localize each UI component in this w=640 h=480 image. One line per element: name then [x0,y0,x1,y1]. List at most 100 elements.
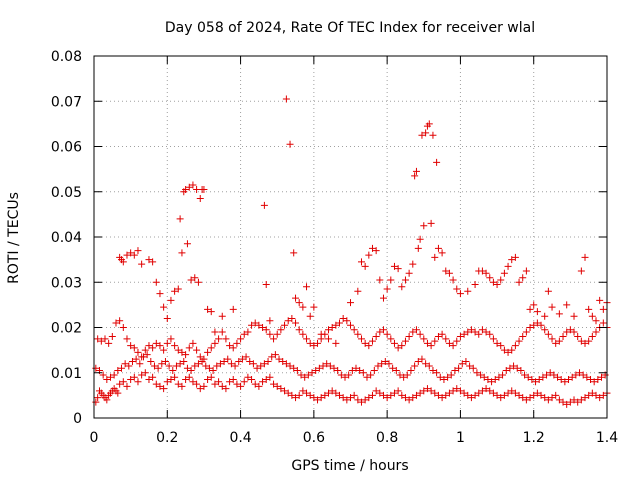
data-point [257,362,265,370]
data-point [242,353,250,361]
data-point [150,362,158,370]
data-point [160,385,168,393]
data-point [169,366,177,374]
data-point [363,373,371,381]
data-point [359,369,367,377]
data-point [390,339,398,347]
y-tick-label: 0.01 [51,366,82,382]
data-point [429,131,437,139]
data-point [266,317,274,325]
data-point [134,348,142,356]
data-point [299,330,307,338]
data-point [108,333,116,341]
data-point [328,324,336,331]
data-point [110,371,118,379]
data-point [449,276,457,284]
data-point [141,369,149,377]
data-point [464,328,472,336]
data-point [174,380,182,388]
data-point [178,249,186,257]
data-point [526,324,534,331]
data-point [193,346,201,354]
data-point [471,328,479,336]
data-point [130,251,138,259]
data-point [191,274,199,282]
data-point [119,258,127,266]
data-point [396,371,404,379]
data-point [473,369,481,377]
data-point [147,357,155,365]
data-point [581,253,589,261]
data-point [451,366,459,374]
data-point [149,258,157,266]
data-point [559,398,567,406]
data-point [537,321,545,329]
data-point [533,319,541,327]
data-point [281,321,289,329]
data-point [427,387,435,395]
data-point [365,394,373,402]
data-point [541,326,549,334]
data-point [411,172,419,180]
y-tick-label: 0.08 [51,49,82,65]
data-point [471,281,479,289]
data-point [337,371,345,379]
data-point [154,364,162,372]
data-point [431,253,439,261]
data-point [530,321,538,329]
data-point [211,339,219,347]
data-point [561,378,569,386]
data-point [577,396,585,404]
data-point [486,330,494,338]
data-point [332,321,340,329]
data-point [467,394,475,402]
data-point [119,378,127,386]
data-point [433,158,441,166]
data-point [246,357,254,365]
data-point [376,389,384,397]
data-point [563,328,571,336]
data-point [412,167,420,175]
data-point [526,305,534,313]
data-point [185,373,193,381]
data-point [303,283,311,291]
data-point [189,378,197,386]
data-point [590,378,598,386]
data-point [515,337,523,345]
data-point [456,387,464,395]
data-point [339,314,347,322]
data-point [513,364,521,372]
data-point [211,380,219,388]
data-point [310,303,318,311]
data-point [357,258,365,266]
grid-lines [94,56,607,418]
data-point [152,278,160,286]
data-point [543,371,551,379]
data-point [295,391,303,399]
data-point [442,267,450,275]
data-point [183,240,191,248]
data-point [383,330,391,338]
data-point [499,371,507,379]
data-point [237,335,245,343]
data-point [453,337,461,345]
data-point [328,387,336,395]
data-point [482,269,490,277]
data-point [592,317,600,325]
data-point [325,335,333,343]
data-point [145,342,153,350]
data-point [244,328,252,336]
data-point [308,369,316,377]
data-point [464,391,472,399]
data-point [508,256,516,264]
data-point [128,357,136,365]
data-point [482,328,490,336]
data-point [392,366,400,374]
data-point [226,342,234,350]
data-point [407,366,415,374]
data-point [398,283,406,291]
data-point [570,396,578,404]
data-point [332,339,340,347]
data-point [251,380,259,388]
data-point [537,391,545,399]
